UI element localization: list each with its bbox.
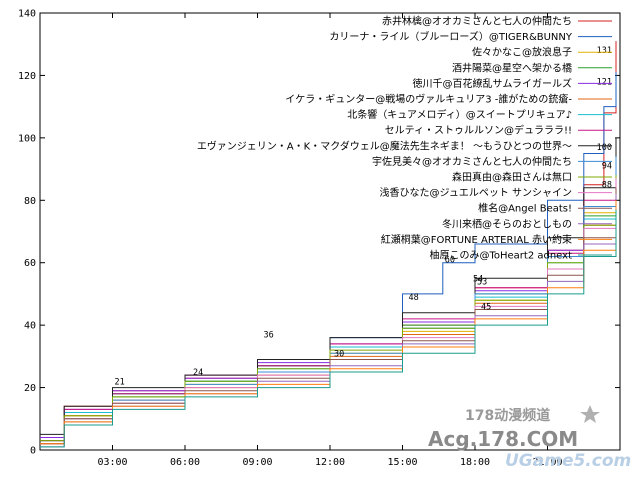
series-end-label: 88 <box>602 180 612 190</box>
series-layer: 131 121 100 94 88 <box>40 41 617 448</box>
value-annotation: 30 <box>334 349 344 359</box>
watermark: 178动漫频道 Acg.178.COM UGame5.com <box>428 405 631 471</box>
y-tick-label: 120 <box>18 71 36 82</box>
legend-label: 酒井陽菜@星空へ架かる橋 <box>452 61 572 74</box>
legend-label: 森田真由@森田さんは無口 <box>452 171 572 184</box>
value-annotation: 53 <box>477 278 487 288</box>
legend-label: イケラ・ギュンター@戦場のヴァルキュリア3 -誰がための銃瘡- <box>285 93 572 106</box>
y-tick-label: 80 <box>24 196 36 207</box>
legend-label: セルティ・ストゥルルソン@デュラララ!! <box>385 124 572 137</box>
y-tick-label: 60 <box>24 258 36 269</box>
x-tick-label: 21:00 <box>532 457 562 468</box>
y-tick-label: 100 <box>18 133 36 144</box>
value-annotation: 21 <box>115 377 125 387</box>
series-line-16 <box>40 209 617 448</box>
legend-label: 佐々かなこ@放浪息子 <box>472 46 572 59</box>
y-tick-label: 140 <box>18 9 36 20</box>
x-tick-label: 12:00 <box>315 457 345 468</box>
watermark-line1: 178动漫频道 <box>465 407 550 424</box>
y-axis: 0 20 40 60 80 100 120 140 <box>18 9 620 457</box>
legend-label: 宇佐見美々@オオカミさんと七人の仲間たち <box>372 155 572 168</box>
value-annotation: 24 <box>193 368 203 378</box>
legend-label: 紅瀬桐葉@FORTUNE ARTERIAL 赤い約束 <box>381 233 572 246</box>
legend-label: 赤井林檎@オオカミさんと七人の仲間たち <box>382 15 572 28</box>
series-end-label: 94 <box>602 162 612 172</box>
legend-label: 椎名@Angel Beats! <box>478 202 572 215</box>
x-tick-label: 06:00 <box>170 457 200 468</box>
y-tick-label: 0 <box>30 446 36 457</box>
value-annotation: 60 <box>445 256 455 266</box>
series-end-label: 121 <box>597 77 612 87</box>
x-tick-label: 09:00 <box>242 457 272 468</box>
x-axis: 03:00 06:00 09:00 12:00 15:00 18:00 21:00 <box>97 13 563 468</box>
legend: 赤井林檎@オオカミさんと七人の仲間たちカリーナ・ライル（ブルーローズ）@TIGE… <box>197 15 612 262</box>
legend-label: 北条響（キュアメロディ）@スイートプリキュア♪ <box>347 108 572 121</box>
value-annotation: 48 <box>409 293 419 303</box>
legend-label: 浅香ひなた@ジュエルペット サンシャイン <box>380 186 572 199</box>
y-tick-label: 20 <box>24 383 36 394</box>
legend-label: カリーナ・ライル（ブルーローズ）@TIGER&BUNNY <box>329 30 573 43</box>
series-end-label: 100 <box>597 143 612 153</box>
watermark-line2: Acg.178.COM <box>428 427 578 451</box>
legend-label: 柚原このみ@ToHeart2 adnext <box>429 249 572 262</box>
x-tick-label: 15:00 <box>387 457 417 468</box>
value-annotation: 45 <box>481 303 491 313</box>
star-icon <box>580 405 600 423</box>
value-annotation: 36 <box>264 331 274 341</box>
y-tick-label: 40 <box>24 321 36 332</box>
value-annotation: 54 <box>473 274 483 284</box>
watermark-line3: UGame5.com <box>505 451 631 471</box>
x-tick-label: 03:00 <box>97 457 127 468</box>
legend-label: エヴァンジェリン・A・K・マクダウェル@魔法先生ネギま！ ～もうひとつの世界～ <box>197 139 572 152</box>
series-end-label: 131 <box>597 46 612 56</box>
legend-label: 徳川千@百花繚乱サムライガールズ <box>413 77 573 90</box>
legend-label: 冬川来栖@そらのおとしもの <box>442 217 572 230</box>
x-tick-label: 18:00 <box>460 457 490 468</box>
